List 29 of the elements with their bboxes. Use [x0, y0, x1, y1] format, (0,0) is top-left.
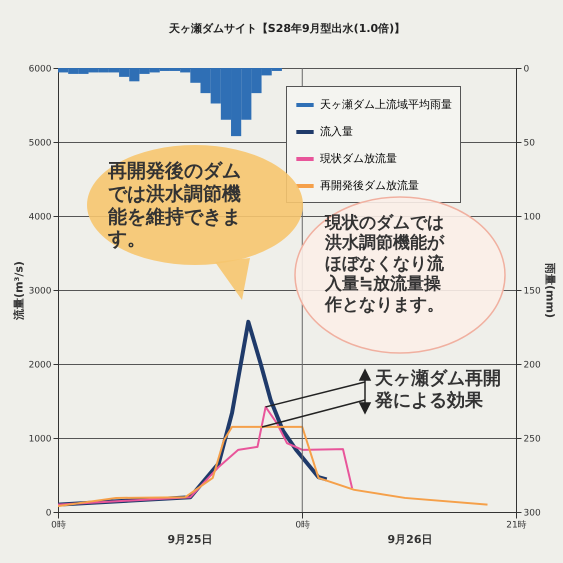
annotation: 天ヶ瀬ダム再開発による効果	[375, 368, 502, 412]
y-tick-label: 3000	[28, 286, 52, 296]
x-tick-label: 0時	[51, 520, 66, 530]
y-tick-label: 2000	[28, 360, 52, 370]
y2-axis-title: 雨量(mm)	[544, 262, 557, 318]
y-tick-label: 5000	[28, 138, 52, 148]
x-tick-label: 0時	[295, 520, 310, 530]
y2-tick-label: 250	[524, 434, 541, 444]
y-tick-label: 4000	[28, 212, 52, 222]
text: 9月25日	[166, 533, 214, 546]
y2-tick-label: 200	[524, 360, 541, 370]
y2-tick-label: 0	[524, 64, 530, 74]
y-tick-label: 0	[46, 508, 52, 518]
legend-label: 流入量	[320, 125, 353, 138]
legend-label: 再開発後ダム放流量	[320, 179, 419, 192]
y-tick-label: 1000	[28, 434, 52, 444]
legend-label: 現状ダム放流量	[320, 152, 397, 165]
x-tick-label: 21時	[506, 520, 527, 530]
legend-label: 天ヶ瀬ダム上流域平均雨量	[320, 98, 452, 111]
y2-tick-label: 300	[524, 508, 541, 518]
y2-tick-label: 100	[524, 212, 541, 222]
y-tick-label: 6000	[28, 64, 52, 74]
y-axis-title: 流量(m³/s)	[12, 261, 26, 321]
annotation: 再開発後のダムでは洪水調節機能を維持できます。	[108, 160, 242, 252]
text: 9月26日	[386, 533, 434, 546]
y2-tick-label: 50	[524, 138, 536, 148]
chart-title: 天ヶ瀬ダムサイト【S28年9月型出水(1.0倍)】	[168, 22, 406, 35]
y2-tick-label: 150	[524, 286, 541, 296]
annotation: 現状のダムでは洪水調節機能がほぼなくなり流入量≒放流量操作となります。	[325, 213, 446, 315]
